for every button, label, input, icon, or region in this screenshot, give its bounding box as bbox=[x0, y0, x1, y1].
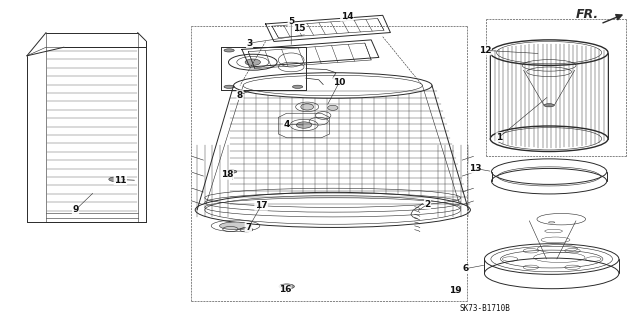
Text: 15: 15 bbox=[293, 24, 306, 33]
Text: 19: 19 bbox=[449, 286, 462, 295]
Text: 16: 16 bbox=[278, 285, 291, 294]
Text: 14: 14 bbox=[340, 12, 353, 21]
Text: 1: 1 bbox=[496, 133, 502, 142]
Ellipse shape bbox=[224, 85, 234, 88]
Text: 13: 13 bbox=[468, 164, 481, 173]
Text: 4: 4 bbox=[284, 120, 290, 129]
Ellipse shape bbox=[544, 104, 554, 107]
Ellipse shape bbox=[227, 170, 237, 173]
Text: 7: 7 bbox=[245, 223, 252, 232]
Text: FR.: FR. bbox=[575, 8, 598, 21]
Ellipse shape bbox=[224, 49, 234, 52]
Text: 5: 5 bbox=[288, 17, 294, 26]
Text: 6: 6 bbox=[463, 264, 469, 273]
Text: 10: 10 bbox=[333, 78, 346, 87]
Text: 9: 9 bbox=[72, 205, 79, 214]
Ellipse shape bbox=[292, 85, 303, 88]
Text: 2: 2 bbox=[424, 200, 431, 209]
Text: SK73-B1710B: SK73-B1710B bbox=[460, 304, 510, 313]
Ellipse shape bbox=[328, 105, 338, 110]
Text: 17: 17 bbox=[255, 201, 268, 210]
Ellipse shape bbox=[301, 104, 314, 110]
Text: 3: 3 bbox=[246, 39, 253, 48]
Text: 18: 18 bbox=[221, 170, 234, 179]
Text: 12: 12 bbox=[479, 46, 492, 55]
Ellipse shape bbox=[109, 177, 122, 182]
Text: 11: 11 bbox=[114, 176, 127, 185]
Ellipse shape bbox=[279, 284, 294, 289]
Ellipse shape bbox=[245, 59, 260, 65]
Text: 8: 8 bbox=[237, 91, 243, 100]
Ellipse shape bbox=[220, 222, 252, 230]
Ellipse shape bbox=[296, 122, 312, 128]
